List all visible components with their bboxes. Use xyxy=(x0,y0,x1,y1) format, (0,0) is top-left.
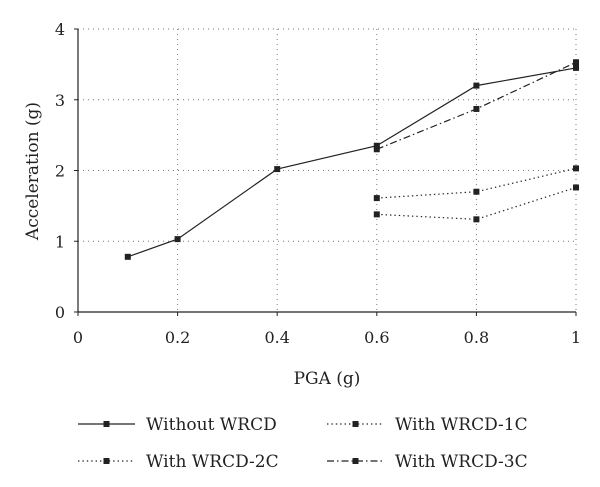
data-point xyxy=(174,236,181,243)
y-tick-label: 0 xyxy=(55,303,65,322)
y-axis-label: Acceleration (g) xyxy=(23,102,43,241)
y-axis-ticks: 0 1 2 3 4 xyxy=(55,20,78,322)
data-point xyxy=(373,142,380,149)
series-line xyxy=(127,67,577,258)
data-point xyxy=(573,184,579,191)
legend-swatch-marker xyxy=(103,458,110,464)
legend: Without WRCD With WRCD-1C With WRCD-2C With… xyxy=(78,415,528,472)
data-point xyxy=(473,216,480,223)
x-tick-label: 0 xyxy=(73,328,83,347)
data-point xyxy=(373,195,380,202)
data-point xyxy=(274,166,281,173)
legend-label: Without WRCD xyxy=(146,415,277,435)
legend-swatch-marker xyxy=(352,421,359,427)
series-line xyxy=(376,167,577,199)
plot-series xyxy=(124,59,579,260)
data-point xyxy=(573,64,579,71)
data-point xyxy=(473,105,480,112)
x-tick-label: 0.8 xyxy=(464,328,489,347)
y-tick-label: 4 xyxy=(55,20,65,39)
x-tick-label: 0.4 xyxy=(264,328,289,347)
series-3 xyxy=(373,184,579,223)
series-2 xyxy=(373,165,579,202)
legend-item: With WRCD-3C xyxy=(327,452,528,472)
legend-label: With WRCD-3C xyxy=(395,452,528,472)
legend-label: With WRCD-1C xyxy=(395,415,528,435)
legend-label: With WRCD-2C xyxy=(146,452,279,472)
data-point xyxy=(124,253,131,260)
legend-swatch-marker xyxy=(352,458,359,464)
axes xyxy=(77,29,576,313)
x-axis-label: PGA (g) xyxy=(294,369,361,389)
data-point xyxy=(573,165,579,172)
data-point xyxy=(473,82,480,89)
x-tick-label: 0.2 xyxy=(165,328,190,347)
series-line xyxy=(376,61,577,150)
grid xyxy=(78,28,577,312)
y-tick-label: 1 xyxy=(55,232,65,251)
y-tick-label: 2 xyxy=(55,162,65,181)
series-1 xyxy=(124,64,579,260)
legend-item: With WRCD-2C xyxy=(78,452,279,472)
x-tick-label: 1 xyxy=(571,328,581,347)
y-tick-label: 3 xyxy=(55,91,65,110)
legend-item: With WRCD-1C xyxy=(327,415,528,435)
data-point xyxy=(473,188,480,195)
series-4 xyxy=(373,59,579,153)
data-point xyxy=(373,211,380,218)
data-point xyxy=(373,146,380,153)
data-point xyxy=(573,59,579,66)
legend-swatch-marker xyxy=(103,421,110,427)
x-axis-ticks: 0 0.2 0.4 0.6 0.8 1 xyxy=(73,312,581,347)
x-tick-label: 0.6 xyxy=(364,328,389,347)
legend-item: Without WRCD xyxy=(78,415,277,435)
